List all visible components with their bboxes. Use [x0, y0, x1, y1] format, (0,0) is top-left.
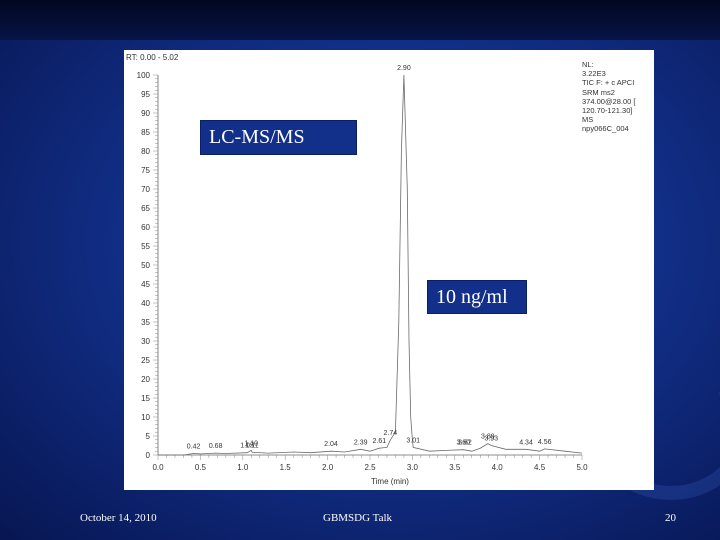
y-tick-label: 30	[141, 337, 150, 346]
x-tick-label: 5.0	[576, 463, 588, 472]
peak-label: 2.74	[384, 430, 398, 437]
x-tick-label: 0.5	[195, 463, 207, 472]
y-tick-label: 5	[146, 432, 151, 441]
y-tick-label: 45	[141, 280, 150, 289]
meta-line: 3.22E3	[582, 69, 606, 79]
method-label: LC-MS/MS	[200, 120, 357, 155]
meta-line: 374.00@28.00 [	[582, 96, 636, 106]
instrument-metadata: NL: 3.22E3 TIC F: + c APCI SRM ms2 374.0…	[582, 60, 636, 134]
top-band	[0, 0, 720, 40]
y-tick-label: 55	[141, 242, 150, 251]
page-number: 20	[665, 512, 676, 524]
x-tick-label: 4.5	[534, 463, 546, 472]
y-tick-label: 0	[146, 451, 151, 460]
x-tick-label: 4.0	[492, 463, 504, 472]
y-tick-label: 70	[141, 185, 150, 194]
peak-label: 3.89	[481, 434, 495, 441]
x-tick-label: 3.0	[407, 463, 419, 472]
chromatogram-trace	[158, 74, 583, 456]
y-tick-label: 40	[141, 299, 150, 308]
y-tick-label: 85	[141, 128, 150, 137]
peak-label: 0.68	[209, 443, 223, 450]
footer-date: October 14, 2010	[80, 512, 157, 524]
x-tick-label: 1.5	[280, 463, 292, 472]
peak-label: 2.39	[354, 439, 368, 446]
chromatogram-panel: RT: 0.00 - 5.02 NL: 3.22E3 TIC F: + c AP…	[124, 50, 654, 490]
x-tick-label: 2.0	[322, 463, 334, 472]
peak-label: 4.56	[538, 439, 552, 446]
footer-title: GBMSDG Talk	[323, 512, 393, 524]
y-tick-label: 60	[141, 223, 150, 232]
peak-label: 2.61	[373, 438, 387, 445]
peak-label: 3.01	[406, 437, 420, 444]
y-tick-label: 10	[141, 413, 150, 422]
peak-label: 4.34	[519, 439, 533, 446]
y-tick-label: 95	[141, 90, 150, 99]
concentration-label: 10 ng/ml	[427, 280, 527, 314]
meta-line: npy066C_004	[582, 124, 629, 134]
y-tick-label: 75	[141, 166, 150, 175]
peak-label: 1.05	[240, 443, 254, 450]
y-tick-label: 20	[141, 375, 150, 384]
meta-line: 120.70-121.30]	[582, 106, 633, 116]
meta-line: MS	[582, 115, 594, 125]
y-tick-label: 35	[141, 318, 150, 327]
x-tick-label: 3.5	[449, 463, 461, 472]
rt-range-label: RT: 0.00 - 5.02	[126, 53, 179, 62]
meta-line: SRM ms2	[582, 87, 615, 97]
peak-label: 3.93	[484, 436, 498, 443]
peak-label: 1.11	[246, 442, 259, 449]
y-tick-label: 90	[141, 109, 150, 118]
y-tick-label: 25	[141, 356, 150, 365]
peak-label: 3.62	[458, 440, 472, 447]
y-tick-label: 50	[141, 261, 150, 270]
x-tick-label: 1.0	[237, 463, 249, 472]
x-axis-title: Time (min)	[371, 477, 409, 486]
chromatogram-chart: 0 5 10 15 20 25 30 35 40 45 50 55 60 65 70 75 80 85 90 95 10…	[137, 65, 588, 486]
peak-label: 3.60	[456, 440, 470, 447]
y-tick-label: 80	[141, 147, 150, 156]
x-tick-label: 0.0	[152, 463, 164, 472]
peak-label: 0.42	[187, 443, 201, 450]
meta-line: NL:	[582, 60, 594, 69]
peak-label: 1.10	[244, 440, 258, 447]
y-tick-label: 65	[141, 204, 150, 213]
peak-label: 2.04	[324, 441, 338, 448]
y-tick-label: 100	[137, 71, 151, 80]
x-tick-label: 2.5	[364, 463, 376, 472]
peak-label: 2.90	[397, 65, 411, 72]
meta-line: TIC F: + c APCI	[582, 78, 635, 88]
y-tick-label: 15	[141, 394, 150, 403]
